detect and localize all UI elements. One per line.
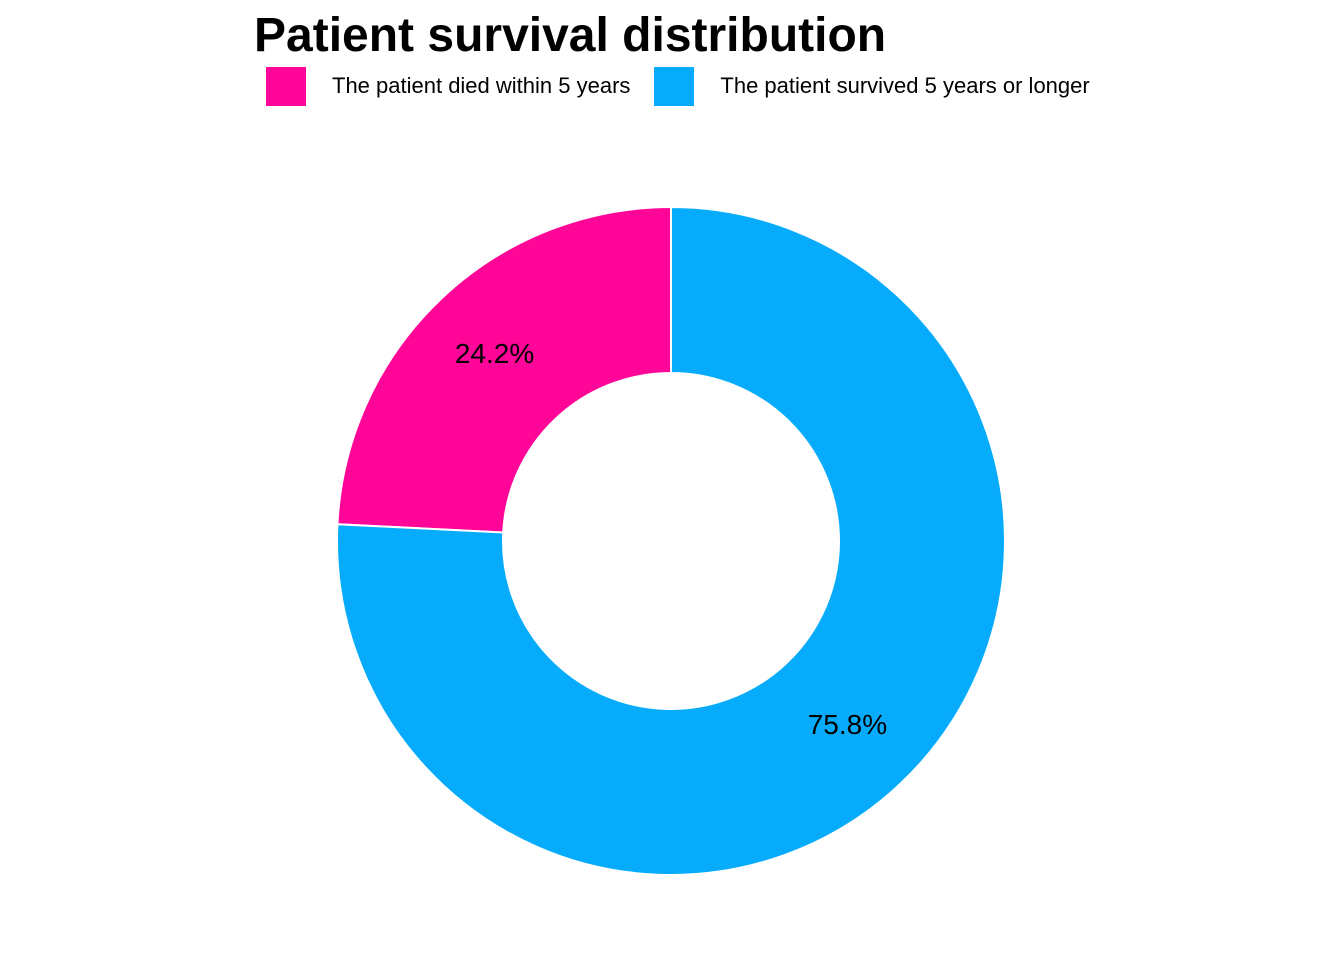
legend-item-died: The patient died within 5 years — [266, 66, 631, 106]
legend-label-died: The patient died within 5 years — [332, 73, 631, 98]
chart-title: Patient survival distribution — [254, 9, 887, 62]
legend-item-survived: The patient survived 5 years or longer — [654, 66, 1090, 106]
slice-label-died: 24.2% — [455, 338, 534, 369]
slice-survived — [336, 205, 1006, 876]
legend-label-survived: The patient survived 5 years or longer — [720, 73, 1090, 98]
slice-died — [336, 205, 672, 534]
legend-swatch-survived — [654, 66, 695, 106]
slice-label-survived: 75.8% — [808, 709, 887, 740]
legend-swatch-died — [266, 66, 306, 106]
legend: The patient died within 5 years The pati… — [266, 66, 1114, 106]
